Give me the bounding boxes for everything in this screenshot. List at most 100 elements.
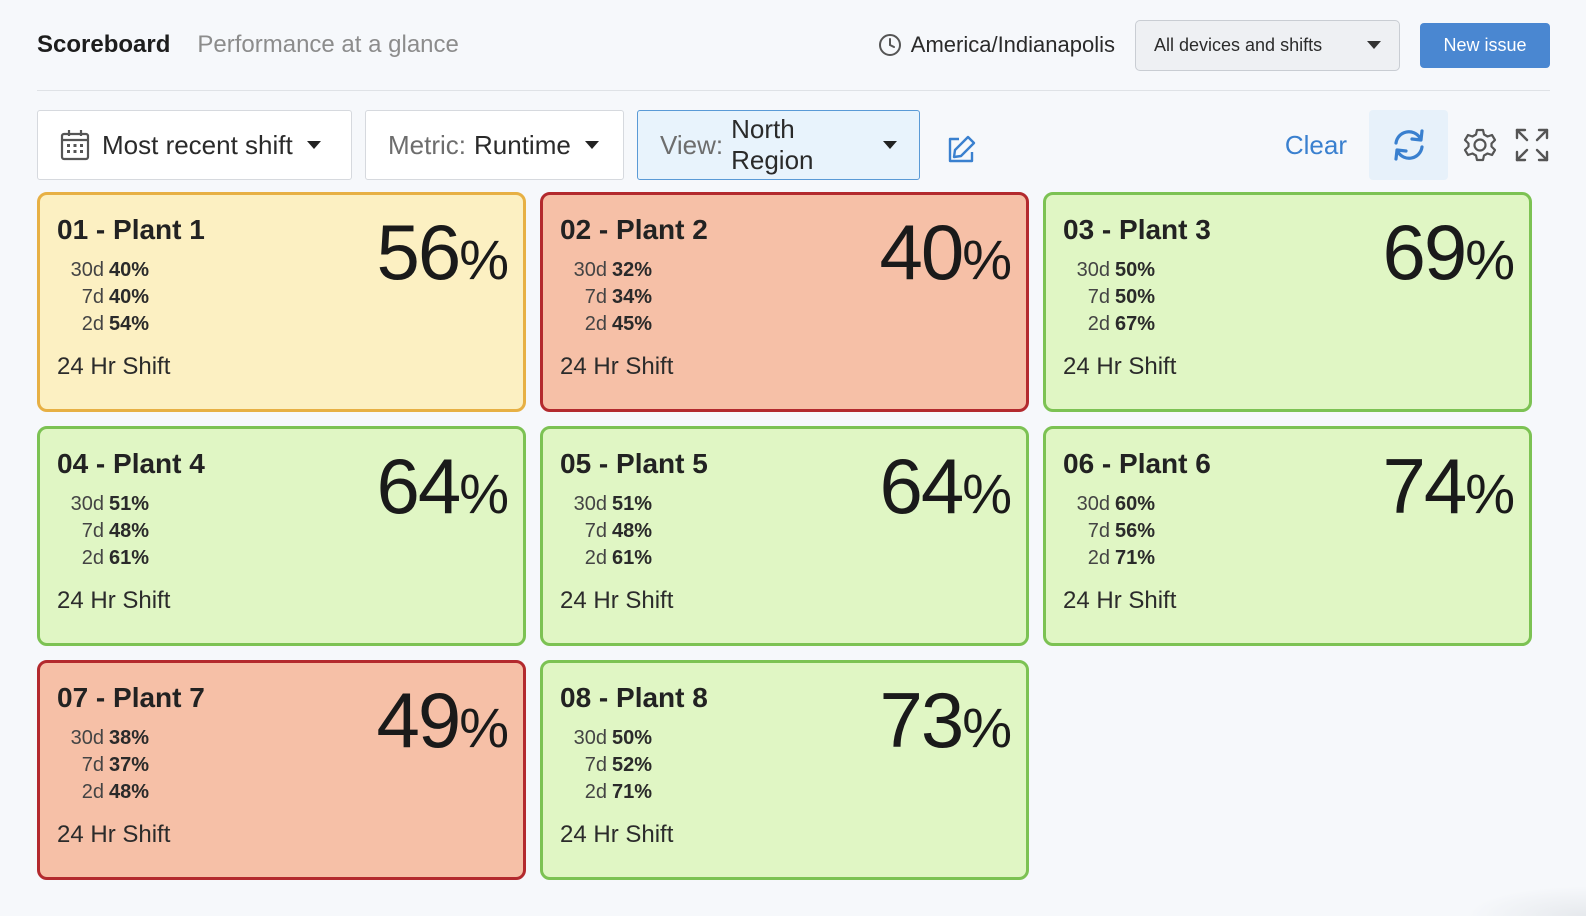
chevron-down-icon [1367,41,1381,49]
metric-value: Runtime [474,129,571,160]
stat-row-d7: 7d 50% [1068,284,1155,311]
stat-label: 30d [573,493,607,515]
shift-label: 24 Hr Shift [560,821,674,848]
fullscreen-button[interactable] [1514,127,1550,163]
plant-card[interactable]: 01 - Plant 1 56% 30d 40% 7d 40% 2d 54% 24 Hr Shi… [37,192,526,412]
stat-value: 34% [612,286,653,308]
refresh-button[interactable] [1369,110,1448,180]
plant-name: 07 - Plant 7 [57,682,205,713]
metric-value: 69% [1382,213,1515,291]
stat-value: 50% [1115,259,1156,281]
expand-icon [1515,128,1549,162]
plant-name: 04 - Plant 4 [57,448,205,479]
stat-value: 60% [1115,493,1156,515]
stat-row-d7: 7d 37% [62,752,149,779]
stat-label: 2d [584,781,607,803]
stat-label: 2d [584,313,607,335]
history-stats: 30d 40% 7d 40% 2d 54% [62,257,149,338]
metric-unit: % [962,228,1012,291]
metric-unit: % [1465,228,1515,291]
stat-row-d30: 30d 40% [62,257,149,284]
metric-value: 64% [879,447,1012,525]
stat-label: 30d [1076,259,1110,281]
metric-label: Metric: [388,129,466,160]
metric-number: 49 [376,676,461,764]
stat-value: 51% [612,493,653,515]
metric-number: 73 [879,676,964,764]
history-stats: 30d 50% 7d 50% 2d 67% [1068,257,1155,338]
stat-label: 7d [81,754,104,776]
plant-card[interactable]: 08 - Plant 8 73% 30d 50% 7d 52% 2d 71% 24 Hr Shi… [540,660,1029,880]
settings-button[interactable] [1462,127,1498,163]
scoreboard-grid: 01 - Plant 1 56% 30d 40% 7d 40% 2d 54% 24 Hr Shi… [37,192,1550,892]
plant-name: 05 - Plant 5 [560,448,708,479]
metric-unit: % [459,462,509,525]
plant-name: 01 - Plant 1 [57,214,205,245]
metric-number: 64 [879,442,964,530]
edit-view-button[interactable] [945,134,977,166]
stat-row-d2: 2d 71% [1068,545,1155,572]
stat-label: 7d [1087,286,1110,308]
stat-label: 2d [1087,547,1110,569]
stat-row-d2: 2d 45% [565,311,652,338]
stat-row-d2: 2d 67% [1068,311,1155,338]
plant-card[interactable]: 05 - Plant 5 64% 30d 51% 7d 48% 2d 61% 24 Hr Shi… [540,426,1029,646]
shift-label: 24 Hr Shift [560,587,674,614]
stat-row-d2: 2d 48% [62,779,149,806]
plant-name: 06 - Plant 6 [1063,448,1211,479]
stat-label: 7d [1087,520,1110,542]
chevron-down-icon [306,141,321,149]
stat-row-d2: 2d 61% [62,545,149,572]
metric-dropdown[interactable]: Metric: Runtime [365,110,624,180]
view-dropdown[interactable]: View: North Region [637,110,920,180]
stat-value: 32% [612,259,653,281]
history-stats: 30d 38% 7d 37% 2d 48% [62,725,149,806]
plant-card[interactable]: 07 - Plant 7 49% 30d 38% 7d 37% 2d 48% 24 Hr Shi… [37,660,526,880]
stat-row-d30: 30d 32% [565,257,652,284]
history-stats: 30d 32% 7d 34% 2d 45% [565,257,652,338]
metric-number: 64 [376,442,461,530]
metric-value: 74% [1382,447,1515,525]
stat-label: 2d [584,547,607,569]
stat-value: 38% [109,727,150,749]
history-stats: 30d 50% 7d 52% 2d 71% [565,725,652,806]
metric-unit: % [962,696,1012,759]
stat-row-d30: 30d 60% [1068,491,1155,518]
metric-unit: % [459,228,509,291]
metric-value: 49% [376,681,509,759]
chevron-down-icon [584,141,599,149]
stat-row-d30: 30d 38% [62,725,149,752]
calendar-icon [60,130,90,161]
shift-label: 24 Hr Shift [57,821,171,848]
filter-toolbar: Most recent shift Metric: Runtime View: … [37,110,1550,180]
shift-label: 24 Hr Shift [57,353,171,380]
plant-card[interactable]: 02 - Plant 2 40% 30d 32% 7d 34% 2d 45% 24 Hr Shi… [540,192,1029,412]
stat-row-d30: 30d 51% [565,491,652,518]
metric-unit: % [962,462,1012,525]
stat-value: 67% [1115,313,1156,335]
device-filter-select[interactable]: All devices and shifts [1135,19,1400,71]
plant-card[interactable]: 04 - Plant 4 64% 30d 51% 7d 48% 2d 61% 24 Hr Shi… [37,426,526,646]
clear-filters-link[interactable]: Clear [1284,129,1347,160]
stat-row-d30: 30d 50% [1068,257,1155,284]
stat-label: 2d [81,781,104,803]
stat-row-d2: 2d 54% [62,311,149,338]
timezone-indicator: America/Indianapolis [878,32,1115,58]
stat-row-d2: 2d 71% [565,779,652,806]
stat-row-d7: 7d 48% [565,518,652,545]
plant-card[interactable]: 06 - Plant 6 74% 30d 60% 7d 56% 2d 71% 24 Hr Shi… [1043,426,1532,646]
shift-label: 24 Hr Shift [1063,587,1177,614]
page-subtitle: Performance at a glance [197,31,459,58]
stat-label: 30d [70,493,104,515]
date-range-dropdown[interactable]: Most recent shift [37,110,352,180]
plant-name: 08 - Plant 8 [560,682,708,713]
metric-value: 73% [879,681,1012,759]
stat-label: 7d [584,286,607,308]
plant-card[interactable]: 03 - Plant 3 69% 30d 50% 7d 50% 2d 67% 24 Hr Shi… [1043,192,1532,412]
new-issue-button[interactable]: New issue [1420,22,1550,68]
stat-row-d7: 7d 48% [62,518,149,545]
refresh-icon [1393,129,1424,161]
stat-label: 7d [81,520,104,542]
stat-label: 30d [573,259,607,281]
clock-icon [878,34,901,56]
